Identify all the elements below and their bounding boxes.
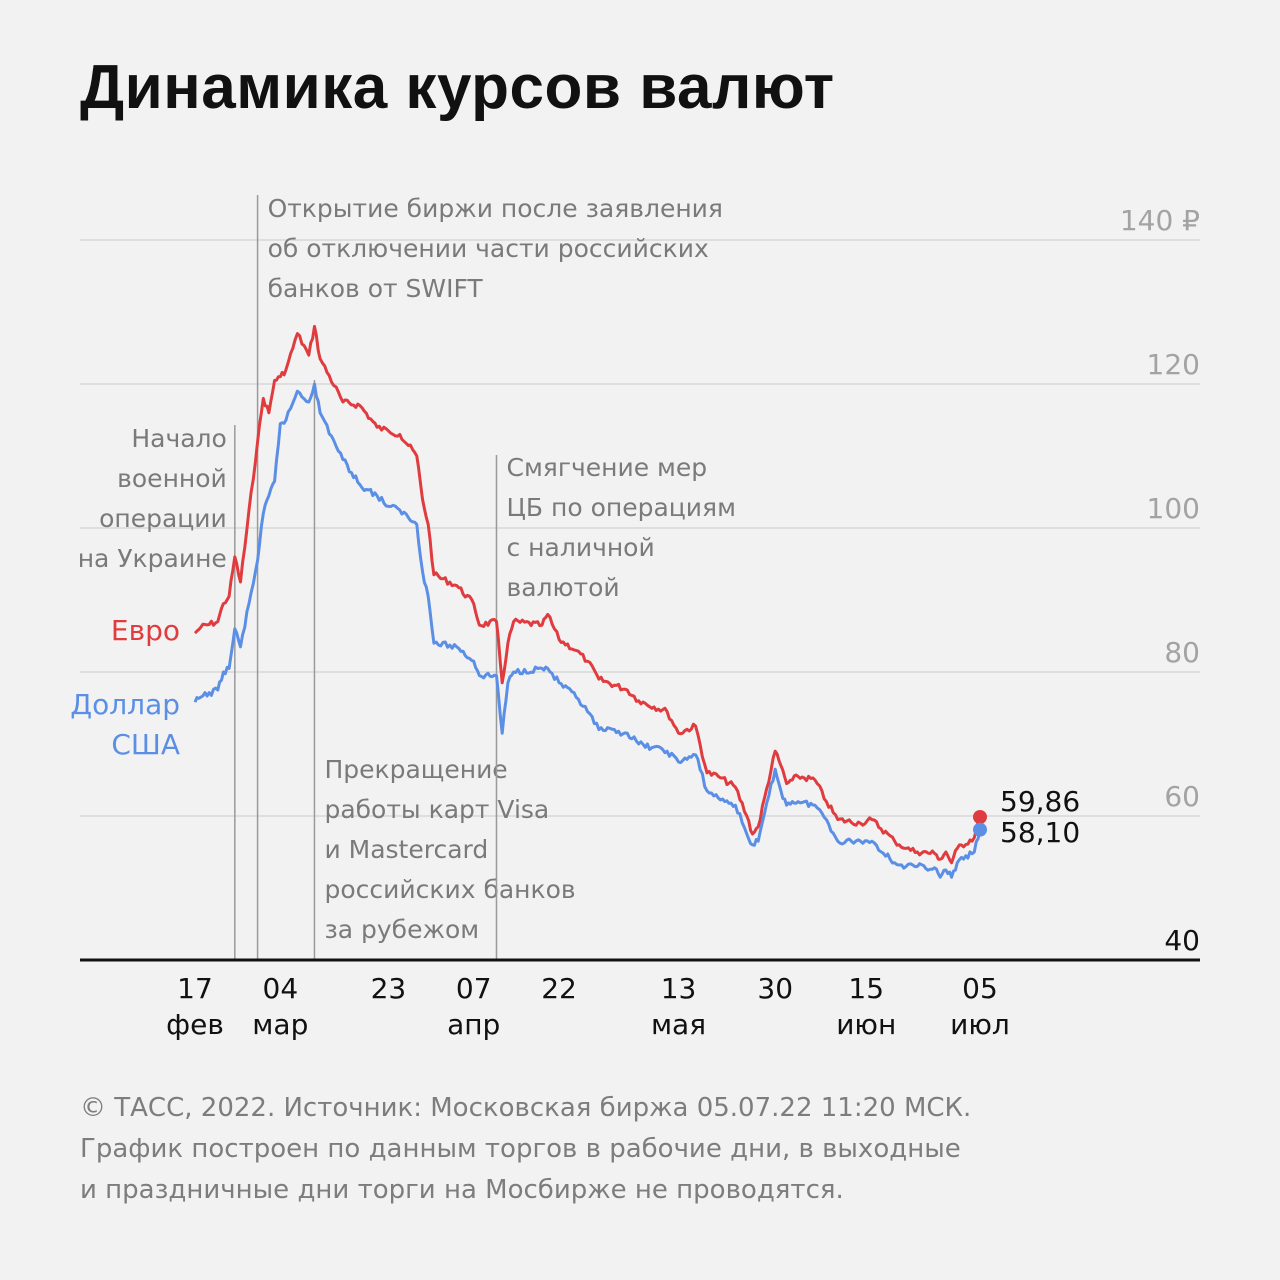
annotation-text: на Украине (78, 544, 227, 573)
gridlines: 40 60 80 100 120 140 ₽ (80, 204, 1200, 957)
annotation-text: об отключении части российских (268, 234, 709, 263)
series-line (193, 324, 982, 865)
note-line: и праздничные дни торги на Мосбирже не п… (80, 1175, 844, 1205)
x-tick-label: 05 (962, 972, 998, 1005)
x-tick-label: мар (252, 1008, 308, 1041)
annotation-text: военной (117, 464, 227, 493)
series-end-marker (973, 810, 987, 825)
x-tick-label: 07 (456, 972, 492, 1005)
annotation-text: и Mastercard (324, 835, 488, 864)
annotation-text: с наличной (506, 533, 654, 562)
series-lines (193, 324, 987, 879)
series-line (193, 382, 982, 879)
x-tick-label: фев (166, 1008, 224, 1041)
series-name-label: Доллар (70, 688, 180, 721)
annotation-text: работы карт Visa (324, 795, 549, 824)
y-tick-label: 100 (1147, 492, 1200, 525)
series-end-label: 58,10 (1000, 816, 1080, 849)
annotation-text: операции (99, 504, 227, 533)
series-name-label: США (111, 728, 180, 761)
annotation-text: за рубежом (324, 915, 479, 944)
x-tick-label: 30 (757, 972, 793, 1005)
annotation-text: валютой (506, 573, 619, 602)
annotation-text: Начало (131, 424, 226, 453)
x-tick-label: 04 (263, 972, 299, 1005)
x-tick-label: июн (836, 1008, 896, 1041)
x-tick-label: 23 (371, 972, 407, 1005)
annotation-text: Открытие биржи после заявления (268, 194, 723, 223)
x-tick-label: 15 (848, 972, 884, 1005)
x-tick-label: 22 (541, 972, 577, 1005)
y-tick-label: 80 (1164, 636, 1200, 669)
series-end-label: 59,86 (1000, 785, 1080, 818)
annotation-text: российских банков (324, 875, 575, 904)
y-tick-label: 120 (1147, 348, 1200, 381)
x-tick-label: 13 (661, 972, 697, 1005)
note-line: График построен по данным торгов в рабоч… (80, 1134, 961, 1164)
x-tick-label: 17 (177, 972, 213, 1005)
annotations: Начало военной операции на Украине Открытие … (78, 194, 736, 960)
x-tick-label: июл (950, 1008, 1010, 1041)
series-name-label: Евро (111, 614, 180, 647)
annotation-text: ЦБ по операциям (506, 493, 735, 522)
y-tick-label: 140 ₽ (1120, 204, 1200, 237)
annotation-text: Прекращение (324, 755, 507, 784)
x-tick-label: мая (651, 1008, 706, 1041)
series-end-marker (973, 822, 987, 837)
y-tick-label: 60 (1164, 780, 1200, 813)
annotation-text: банков от SWIFT (268, 274, 484, 303)
source-line: © ТАСС, 2022. Источник: Московская биржа… (80, 1093, 972, 1123)
source-note: © ТАСС, 2022. Источник: Московская биржа… (80, 1088, 1200, 1211)
y-tick-label: 40 (1164, 924, 1200, 957)
x-tick-label: апр (447, 1008, 500, 1041)
page-title: Динамика курсов валют (80, 53, 835, 122)
annotation-text: Смягчение мер (506, 453, 707, 482)
